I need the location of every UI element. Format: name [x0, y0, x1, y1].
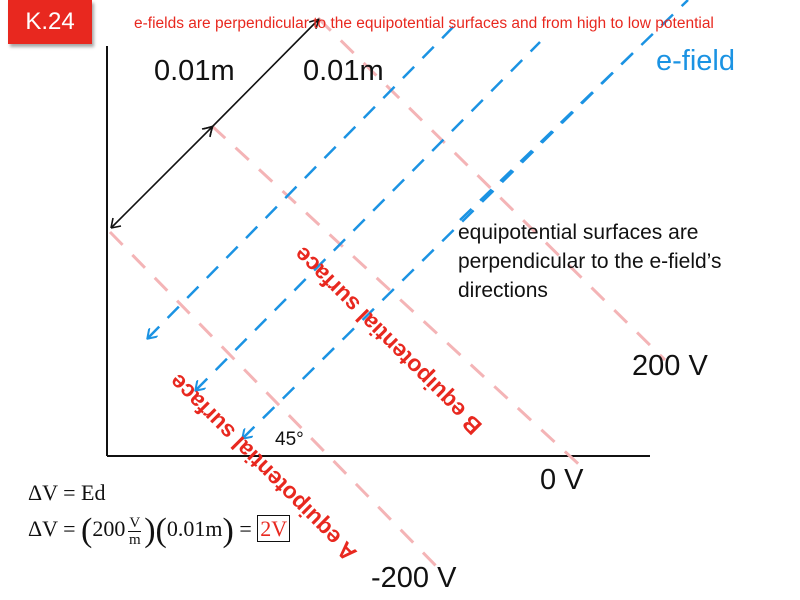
result-box: 2V: [257, 515, 291, 543]
potential-200-label: 200 V: [632, 350, 708, 382]
slide-badge: K.24: [8, 0, 92, 44]
distance-arrow-1: [110, 127, 212, 229]
efield-line-2: [196, 41, 541, 390]
efield-line-1: [148, 19, 461, 338]
formula-line-1: ΔV = Ed: [28, 480, 106, 505]
distance-arrow-head-left: [110, 217, 122, 229]
equipotential-line-a: [108, 230, 442, 572]
distance-arrow-2: [211, 20, 318, 128]
paren-open-2: (: [155, 512, 167, 549]
potential-0-label: 0 V: [540, 464, 584, 496]
paren-open-1: (: [81, 512, 93, 549]
efield-note: e-fields are perpendicular to the equipo…: [134, 15, 714, 32]
equipotential-line-c: [316, 16, 667, 362]
efield-label: e-field: [656, 45, 735, 77]
potential-neg200-label: -200 V: [371, 562, 457, 594]
efield-line-3: [243, 45, 641, 438]
equipotential-line-b: [210, 124, 587, 472]
equipotential-note: equipotential surfaces are perpendicular…: [458, 221, 722, 302]
paren-close-1: ): [144, 512, 156, 549]
angle-label: 45°: [275, 429, 304, 450]
distance-label-1: 0.01m: [154, 55, 235, 87]
distance-arrow-head-mid: [201, 126, 213, 138]
efield-line-4: [459, 0, 689, 221]
paren-close-2: ): [222, 512, 234, 549]
distance-label-2: 0.01m: [303, 55, 384, 87]
